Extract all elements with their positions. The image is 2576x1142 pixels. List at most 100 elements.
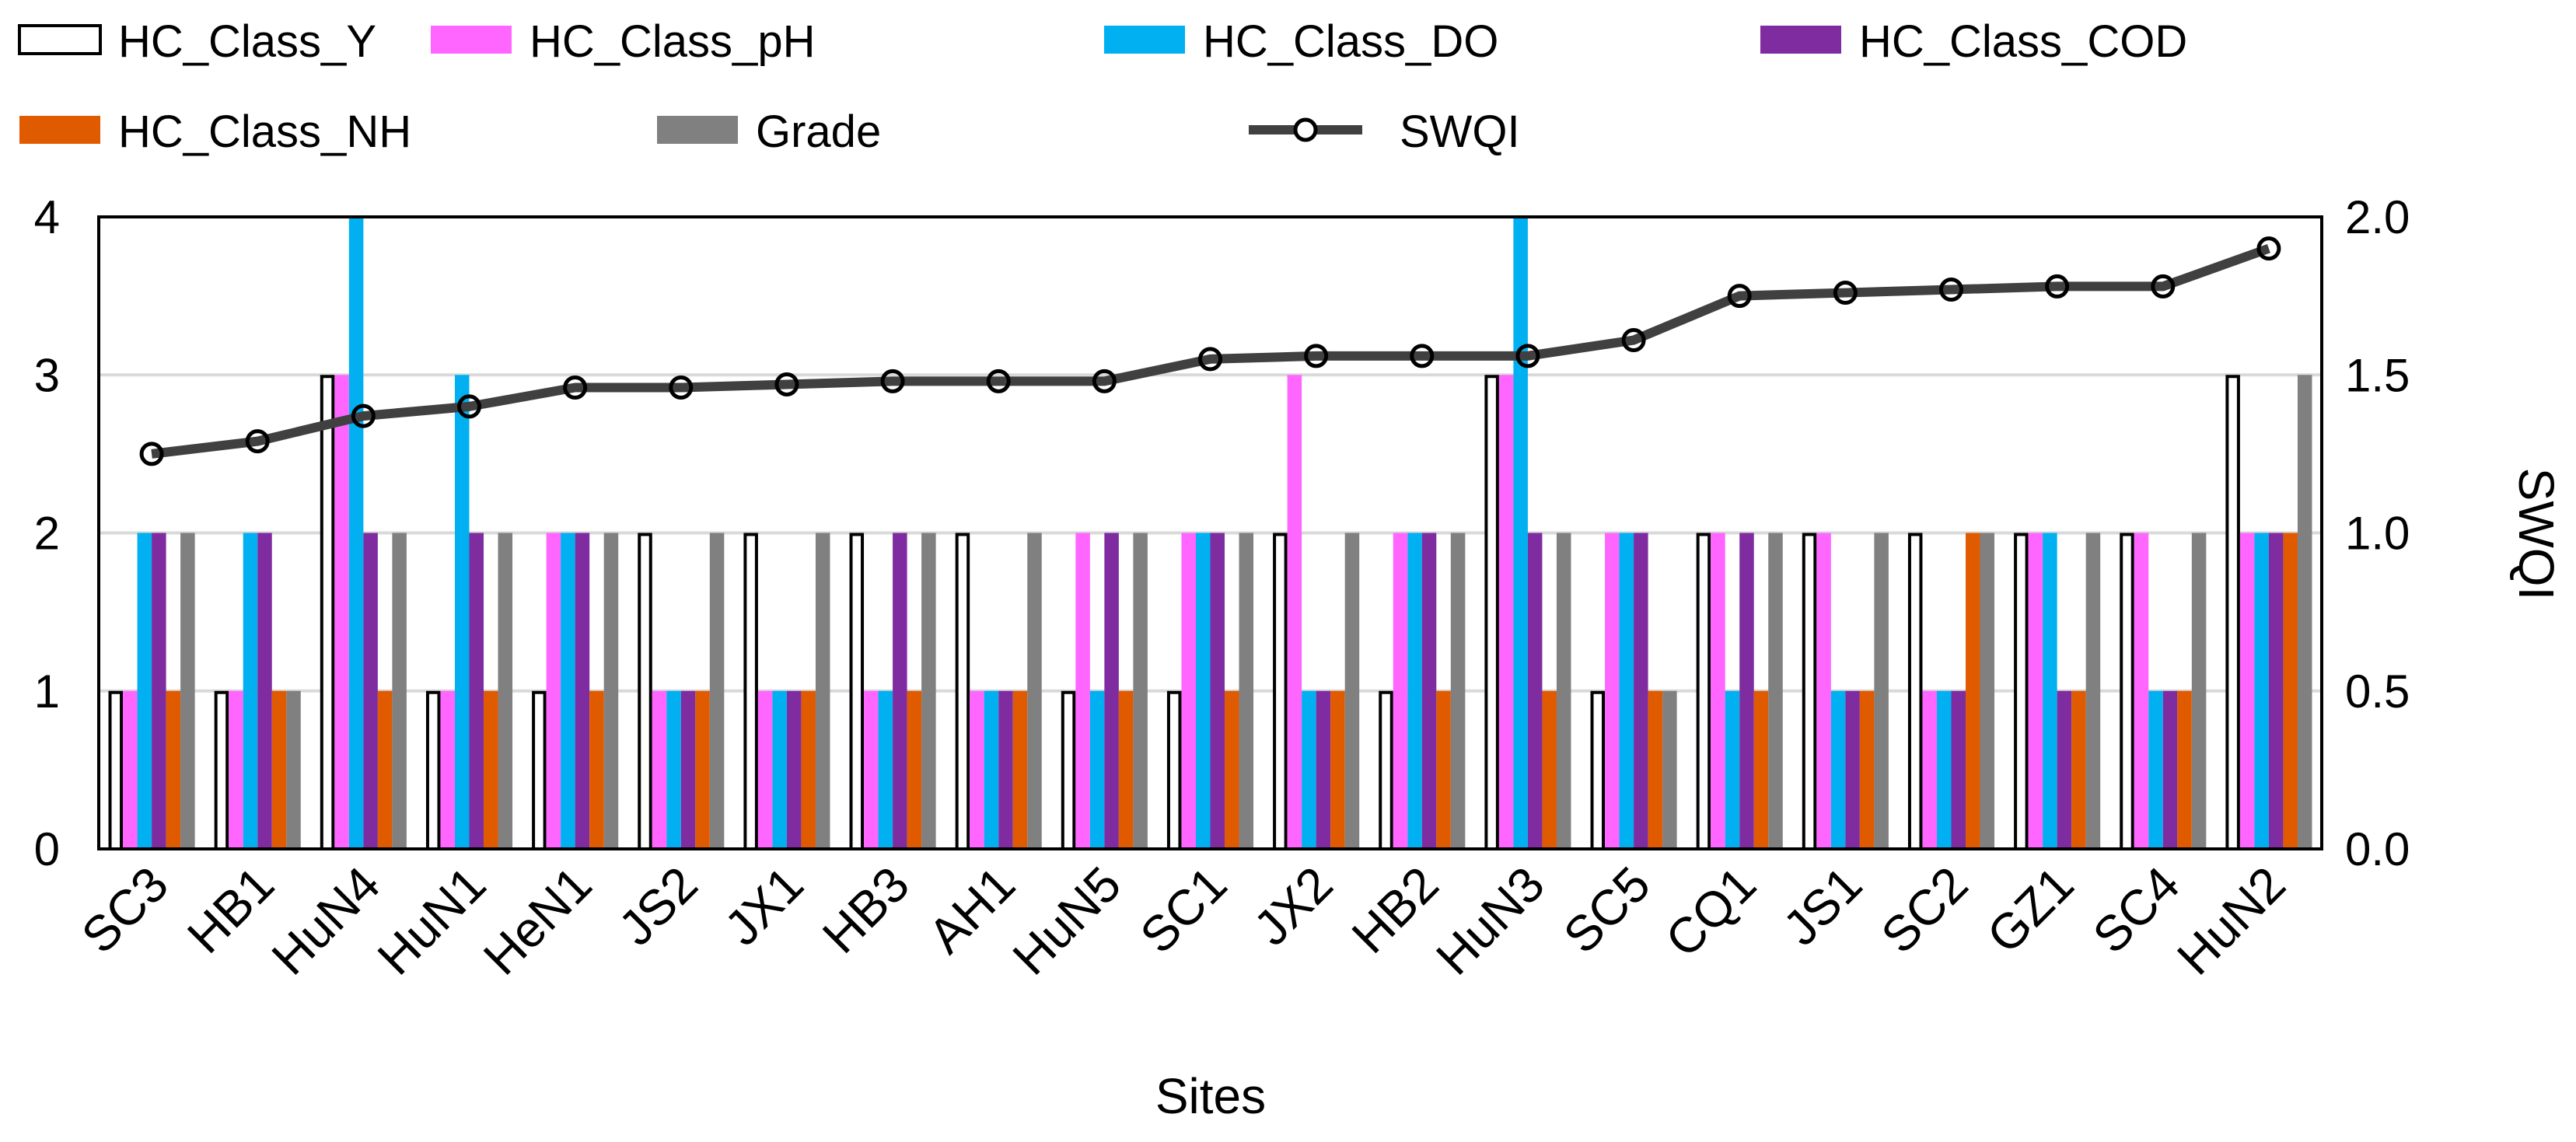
bar-hc-class-ph <box>757 690 773 849</box>
legend-swatch <box>1104 26 1185 54</box>
bar-hc-class-nh <box>1436 690 1451 849</box>
bar-hc-class-cod <box>575 533 590 849</box>
bar-hc-class-y <box>425 690 441 850</box>
bar-grade <box>180 533 195 849</box>
bar-hc-class-nh <box>1542 690 1557 849</box>
bar-hc-class-y <box>1590 690 1606 850</box>
bar-hc-class-nh <box>2283 533 2298 849</box>
swqi-point <box>1939 277 1963 302</box>
legend: HC_Class_Y HC_Class_pH HC_Class_DO HC_Class… <box>18 16 2187 157</box>
bar-hc-class-do <box>2254 533 2269 849</box>
bar-hc-class-cod <box>469 533 484 849</box>
x-tick-label: HB3 <box>812 856 920 964</box>
bar-hc-class-cod <box>1739 533 1754 849</box>
x-tick-label: SC5 <box>1553 856 1661 964</box>
swqi-line <box>139 236 2281 466</box>
bar-hc-class-y <box>1696 533 1711 850</box>
y2-tick-label: 0.5 <box>2345 665 2410 718</box>
bar-hc-class-ph <box>2028 533 2043 849</box>
bar-hc-class-nh <box>1225 690 1239 849</box>
legend-marker <box>1293 117 1318 142</box>
bar-hc-class-ph <box>1922 690 1937 849</box>
bar-hc-class-ph <box>1181 533 1196 849</box>
bar-hc-class-do <box>878 690 893 849</box>
bar-hc-class-y <box>849 533 865 850</box>
bar-hc-class-cod <box>2268 533 2284 849</box>
bar-hc-class-do <box>1195 533 1211 849</box>
bar-grade <box>1239 533 1254 849</box>
bar-hc-class-y <box>532 690 547 850</box>
swqi-point <box>986 368 1011 393</box>
bar-hc-class-ph <box>864 690 879 849</box>
legend-swatch <box>1760 26 1841 54</box>
swqi-point <box>351 403 376 428</box>
bar-hc-class-y <box>1907 533 1923 850</box>
bar-hc-class-y <box>955 533 970 850</box>
bar-hc-class-nh <box>2177 690 2192 849</box>
swqi-point <box>1727 284 1752 309</box>
bar-hc-class-cod <box>1951 690 1966 849</box>
x-tick-label: HuN3 <box>1425 856 1555 986</box>
y-tick-label: 3 <box>34 349 60 401</box>
x-tick-label: JX1 <box>714 856 814 956</box>
swqi-point <box>1833 281 1858 306</box>
bar-hc-class-nh <box>589 690 604 849</box>
bar-hc-class-do <box>1513 217 1528 849</box>
bar-hc-class-do <box>1619 533 1634 849</box>
bar-hc-class-nh <box>1966 533 1980 849</box>
bar-hc-class-y <box>214 690 229 850</box>
bar-hc-class-cod <box>998 690 1013 849</box>
swqi-point <box>2045 274 2070 299</box>
x-tick-label: JS2 <box>608 856 708 956</box>
bar-grade <box>709 533 725 849</box>
bar-hc-class-ph <box>1075 533 1090 849</box>
bar-hc-class-nh <box>1648 690 1663 849</box>
bar-grade <box>603 533 619 849</box>
bar-hc-class-y <box>638 533 652 850</box>
x-tick-label: CQ1 <box>1655 856 1767 968</box>
y-tick-label: 0 <box>34 823 60 875</box>
swqi-point <box>1092 368 1117 393</box>
x-tick-label: HuN5 <box>1002 856 1132 986</box>
bar-grade <box>392 533 407 849</box>
x-tick-label: HuN1 <box>367 856 497 986</box>
swqi-point <box>1515 344 1540 368</box>
bars <box>108 217 2312 850</box>
bar-grade <box>2191 533 2207 849</box>
bar-hc-class-do <box>1089 690 1105 849</box>
bar-hc-class-y <box>108 690 124 850</box>
bar-hc-class-nh <box>1859 690 1875 849</box>
x-tick-label: GZ1 <box>1977 856 2085 964</box>
bar-hc-class-y <box>2120 533 2134 850</box>
y-tick-label: 2 <box>34 508 60 560</box>
y-tick-label: 1 <box>34 665 60 718</box>
bar-hc-class-y <box>743 533 758 850</box>
plot-frame <box>97 215 2323 850</box>
bar-grade <box>2085 533 2101 849</box>
legend-label: HC_Class_COD <box>1859 16 2187 67</box>
bar-hc-class-nh <box>907 690 922 849</box>
x-tick-label: HuN2 <box>2166 856 2296 986</box>
bar-hc-class-y <box>1061 690 1076 850</box>
bar-hc-class-do <box>1725 690 1740 849</box>
bar-hc-class-cod <box>680 690 696 849</box>
y-axis-right: 0.0 0.5 1.0 1.5 2.0 <box>2345 191 2410 875</box>
bar-hc-class-ph <box>652 690 667 849</box>
bar-hc-class-ph <box>123 690 138 849</box>
bar-hc-class-do <box>2043 533 2057 849</box>
swqi-point <box>139 442 164 466</box>
y2-tick-label: 0.0 <box>2345 823 2410 875</box>
bar-hc-class-cod <box>152 533 166 849</box>
bar-hc-class-cod <box>1845 690 1860 849</box>
bar-hc-class-ph <box>970 690 984 849</box>
bar-hc-class-nh <box>377 690 393 849</box>
bar-hc-class-ph <box>1816 533 1831 849</box>
swqi-point <box>1621 328 1646 353</box>
bar-hc-class-cod <box>2057 690 2072 849</box>
bar-hc-class-y <box>1273 533 1288 850</box>
legend-label: HC_Class_Y <box>118 16 376 67</box>
bar-hc-class-nh <box>1330 690 1345 849</box>
y-axis-left: 0 1 2 3 4 <box>34 191 60 875</box>
legend-swatch <box>657 116 738 144</box>
